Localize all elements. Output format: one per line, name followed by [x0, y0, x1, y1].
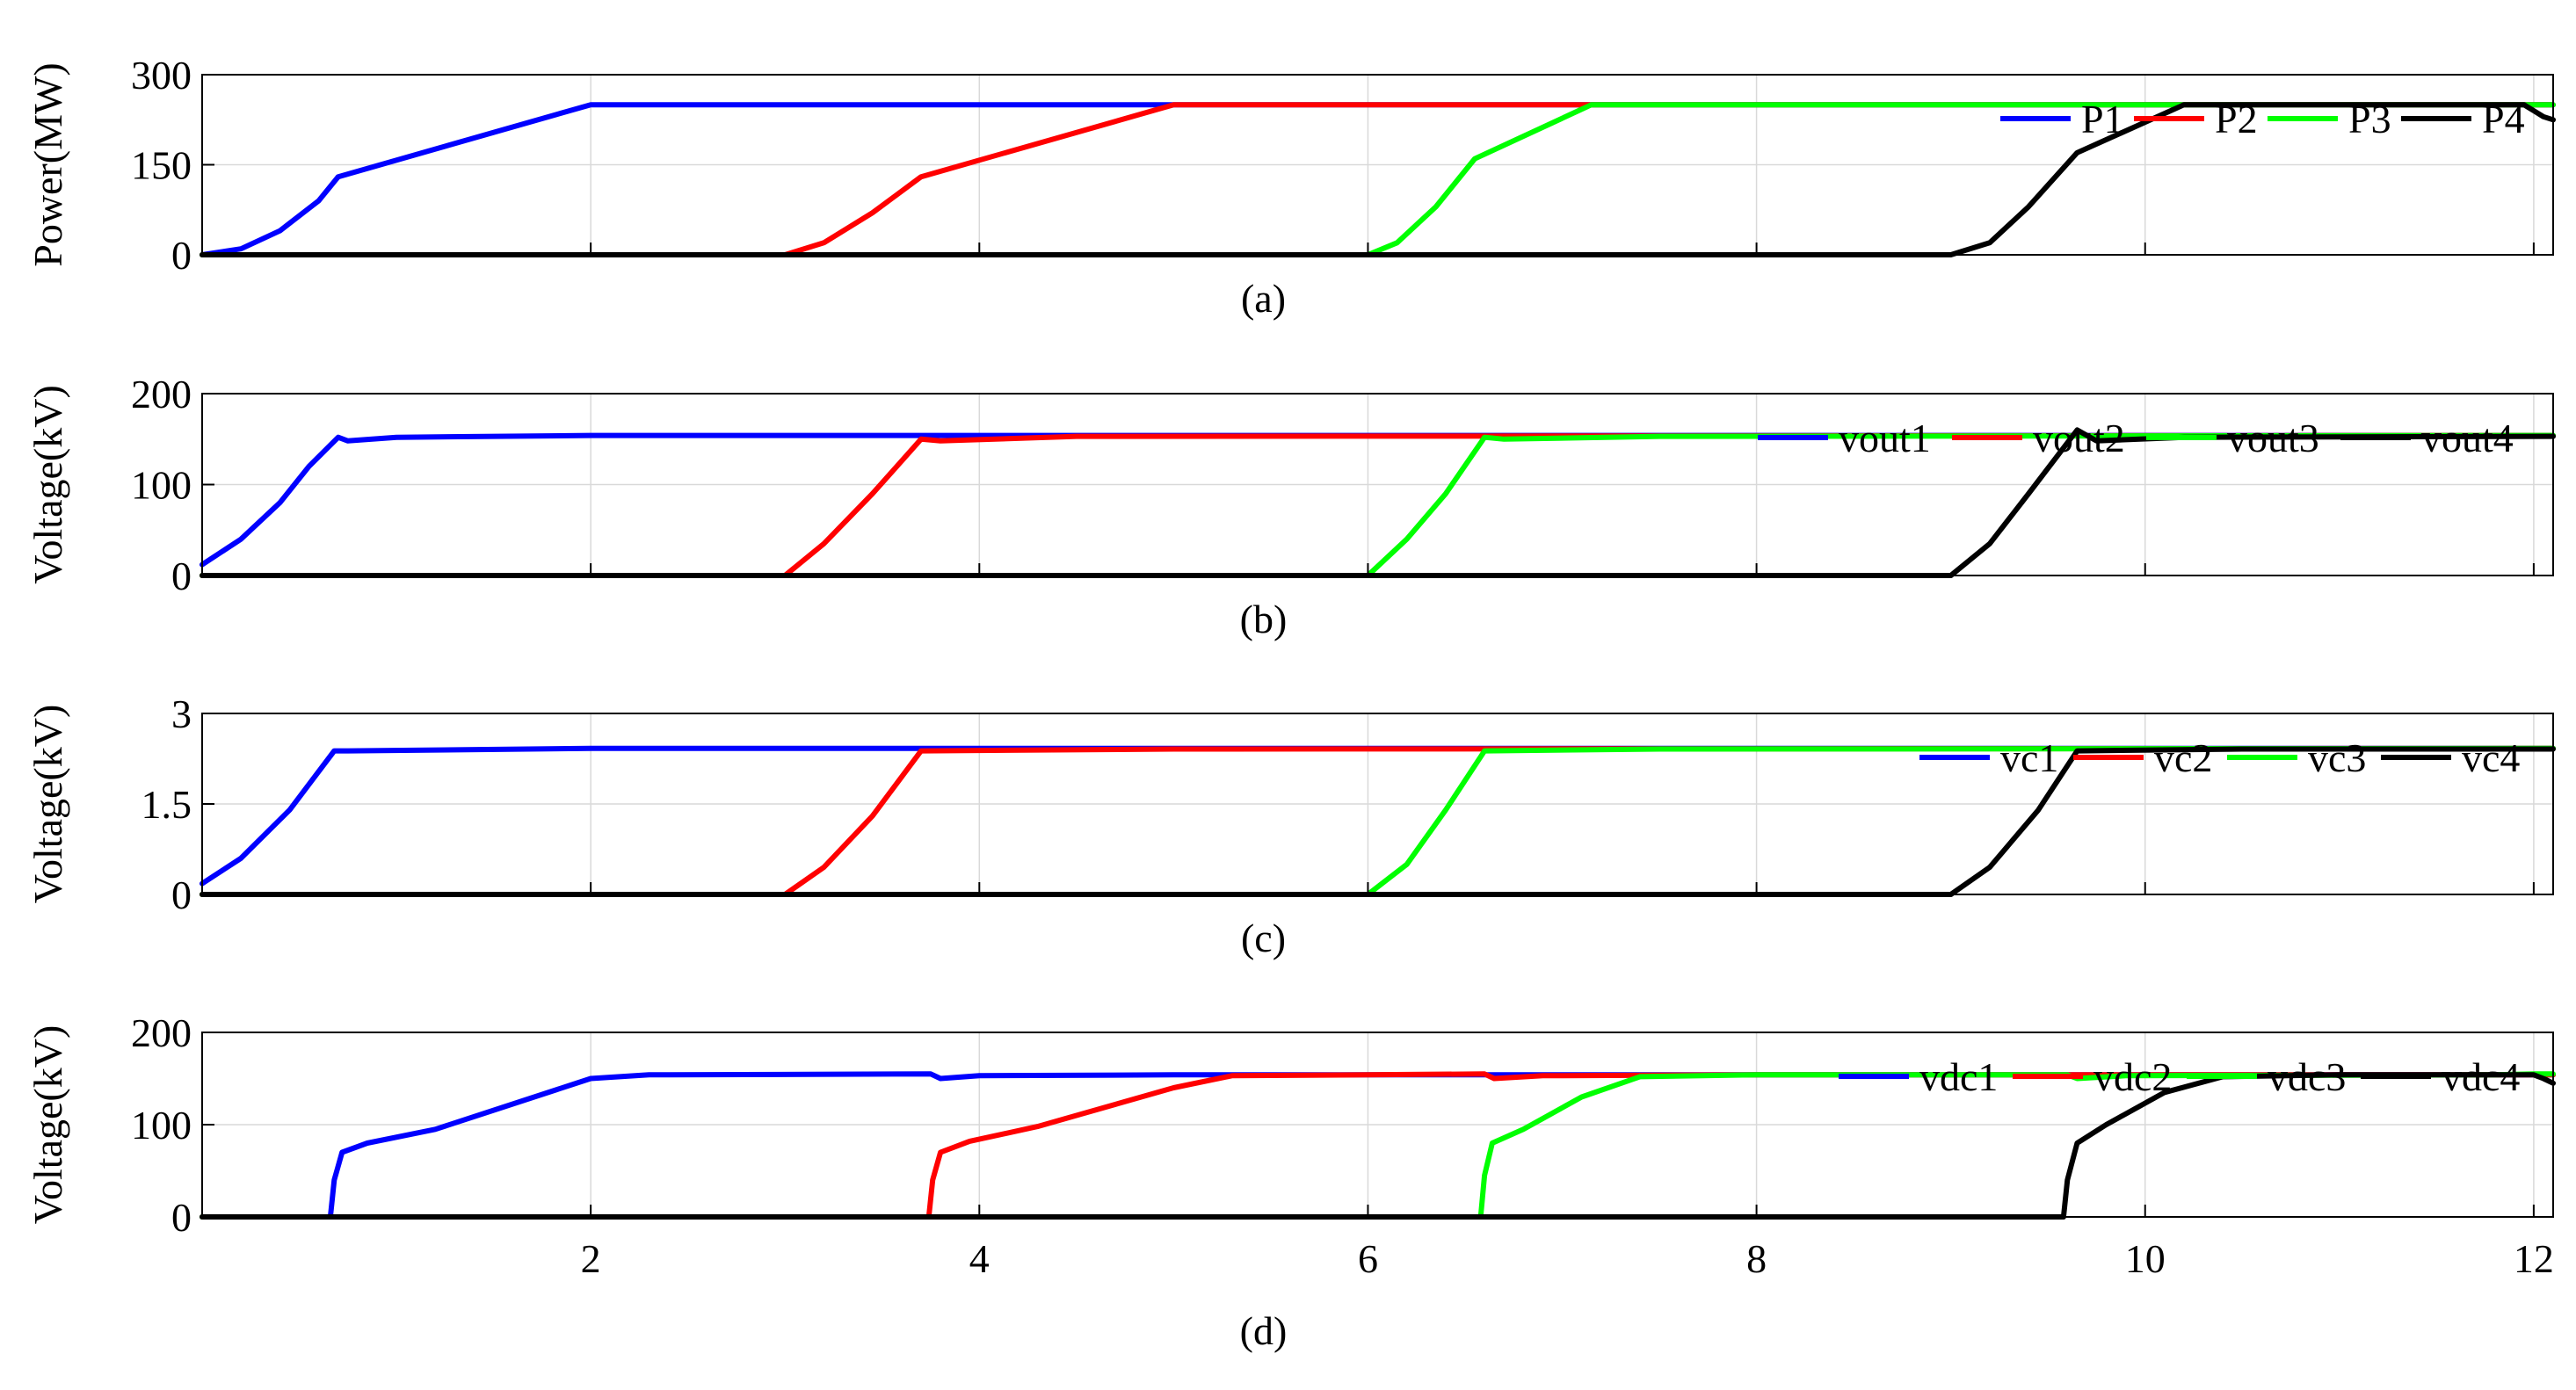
y-axis-label: Power(MW) — [25, 62, 70, 267]
y-axis-label: Voltage(kV) — [25, 1025, 70, 1225]
legend: P4 P3 P2 P1 — [2000, 97, 2525, 141]
series-line-vout3 — [200, 432, 2556, 578]
x-tick-label: 2 — [581, 1236, 601, 1281]
y-tick-label: 0 — [171, 233, 192, 278]
y-tick-label: 0 — [171, 1195, 192, 1240]
x-tick-label: 8 — [1746, 1236, 1767, 1281]
y-axis-label: Voltage(kV) — [25, 705, 70, 904]
chart-panel-2: 0100200Voltage(kV)(b)vout4vout3vout2vout… — [25, 372, 2556, 641]
series-line-P3 — [200, 102, 2556, 257]
chart-panels: 0150300Power(MW)(a)P4P3P2P10100200Voltag… — [25, 53, 2556, 1353]
panel-caption: (b) — [1240, 597, 1288, 641]
panel-caption: (c) — [1241, 916, 1286, 960]
y-tick-label: 150 — [131, 143, 192, 188]
series-line-vout2 — [200, 432, 2556, 578]
legend-label-vc4: vc4 — [2462, 735, 2520, 780]
y-tick-label: 100 — [131, 463, 192, 508]
series-line-P1 — [200, 102, 2556, 257]
legend-label-vc1: vc1 — [2000, 735, 2058, 780]
x-tick-label: 4 — [969, 1236, 990, 1281]
chart-panel-1: 0 150 300 Power(MW) (a) P4 P3 P2 P1 — [25, 53, 2556, 321]
x-tick-label: 6 — [1358, 1236, 1378, 1281]
legend-label-vdc1: vdc1 — [1919, 1054, 1998, 1099]
legend-label-P2: P2 — [2215, 97, 2258, 141]
legend-label-vdc2: vdc2 — [2093, 1054, 2172, 1099]
legend: vdc4 vdc3 vdc2 vdc1 — [1839, 1054, 2520, 1099]
y-tick-label: 1.5 — [141, 782, 192, 827]
y-tick-label: 0 — [171, 872, 192, 917]
legend: vout4 vout3 vout2 vout1 — [1758, 416, 2514, 460]
series-line-vc1 — [200, 745, 2556, 887]
series-line-vdc1 — [200, 1071, 2556, 1220]
legend-label-vdc4: vdc4 — [2442, 1054, 2520, 1099]
y-tick-label: 0 — [171, 554, 192, 598]
series-line-vout4 — [200, 427, 2556, 578]
y-tick-label: 300 — [131, 53, 192, 98]
panel-caption: (a) — [1241, 276, 1286, 321]
legend-label-vout4: vout4 — [2421, 416, 2514, 460]
y-tick-label: 100 — [131, 1103, 192, 1147]
x-tick-label: 12 — [2514, 1236, 2554, 1281]
series-line-vdc4 — [200, 1072, 2556, 1220]
x-tick-label: 10 — [2125, 1236, 2166, 1281]
y-tick-label: 200 — [131, 1010, 192, 1055]
series-line-vout1 — [200, 432, 2556, 568]
legend-label-vdc3: vdc3 — [2268, 1054, 2346, 1099]
chart-panel-3: 0 1.5 3 Voltage(kV) (c) vc4 vc3 vc2 vc1 — [25, 691, 2556, 960]
legend-label-P4: P4 — [2482, 97, 2525, 141]
panel-caption: (d) — [1240, 1308, 1288, 1353]
series-line-P2 — [200, 102, 2556, 257]
series-line-vdc3 — [200, 1071, 2556, 1220]
legend-label-P1: P1 — [2081, 97, 2124, 141]
legend: vc4 vc3 vc2 vc1 — [1919, 735, 2520, 780]
legend-label-vout2: vout2 — [2033, 416, 2125, 460]
series-line-P4 — [200, 102, 2556, 257]
legend-label-vc3: vc3 — [2308, 735, 2366, 780]
series-line-vdc2 — [200, 1071, 2556, 1220]
y-axis-label: Voltage(kV) — [25, 385, 70, 584]
legend-label-vout3: vout3 — [2227, 416, 2319, 460]
y-tick-label: 200 — [131, 372, 192, 416]
y-tick-label: 3 — [171, 691, 192, 736]
legend-label-vout1: vout1 — [1839, 416, 1931, 460]
legend-label-vc2: vc2 — [2154, 735, 2212, 780]
legend-label-P3: P3 — [2348, 97, 2391, 141]
